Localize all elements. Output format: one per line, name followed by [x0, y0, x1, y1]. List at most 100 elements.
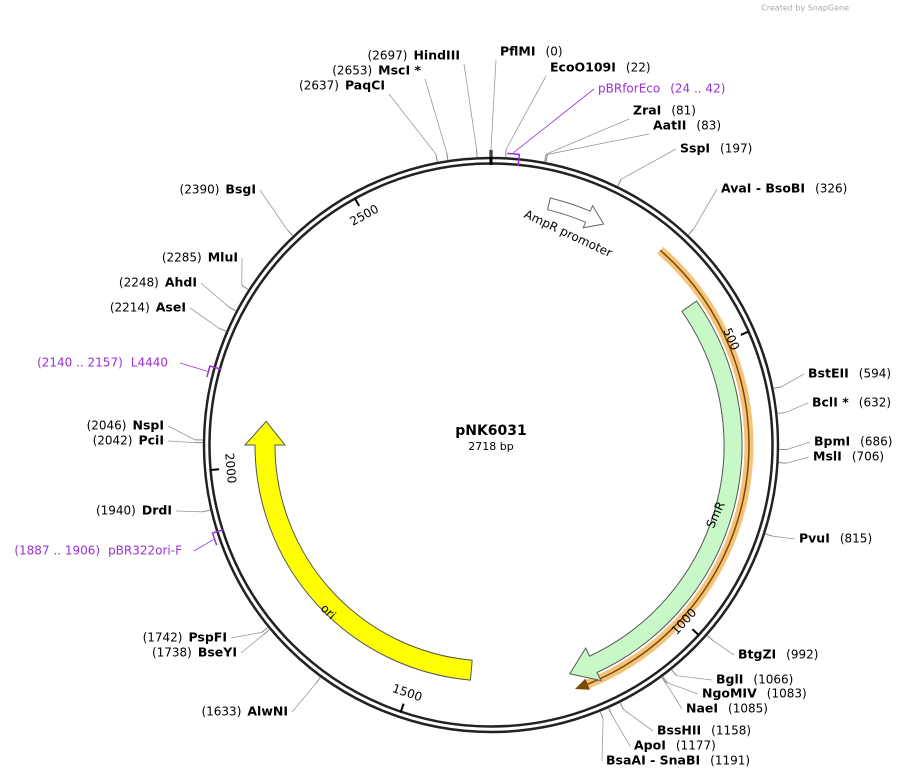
- site-leader: [693, 188, 718, 230]
- site-tick: [228, 306, 237, 312]
- site-name: PaqCI: [345, 78, 385, 93]
- site-leader: [167, 440, 196, 444]
- site-leader: [175, 510, 203, 513]
- site-position: (815): [840, 532, 872, 546]
- primer-range: (1887 .. 1906): [14, 544, 100, 558]
- site-name: ApoI: [634, 738, 666, 753]
- plasmid-length: 2718 bp: [468, 440, 513, 453]
- site-leader: [623, 709, 654, 732]
- site-name: SspI: [680, 141, 710, 156]
- site-name: BpmI: [814, 434, 850, 449]
- site-leader: [490, 59, 497, 150]
- site-position: (686): [860, 435, 892, 449]
- site-tick: [544, 154, 547, 163]
- highlight-head: [574, 678, 590, 690]
- site-leader: [712, 640, 735, 656]
- site-name: AlwNI: [247, 704, 288, 719]
- site-tick: [261, 626, 269, 633]
- site-tick: [545, 154, 548, 163]
- site-leader: [772, 535, 796, 540]
- site-tick: [777, 412, 786, 414]
- site-name: BsgI: [225, 182, 256, 197]
- site-tick: [764, 533, 773, 537]
- site-position: (2637): [299, 79, 339, 93]
- site-leader: [388, 93, 437, 155]
- site-position: (992): [786, 648, 818, 662]
- site-leader: [547, 133, 650, 155]
- site-position: (2697): [368, 49, 408, 63]
- ruler-tick: [740, 330, 750, 336]
- site-leader: [545, 118, 630, 155]
- site-leader: [463, 63, 478, 150]
- site-leader: [667, 682, 699, 695]
- ruler-label: 1500: [391, 681, 424, 704]
- primer-mark: [211, 528, 225, 546]
- site-position: (2042): [93, 434, 133, 448]
- site-name: BssHII: [657, 723, 701, 738]
- site-name: MluI: [208, 250, 238, 265]
- ruler-tick: [353, 197, 361, 207]
- ruler-label: 2000: [222, 452, 239, 484]
- site-leader: [189, 307, 220, 329]
- site-position: (83): [696, 119, 721, 133]
- primer-leader: [179, 362, 208, 372]
- site-name: BseYI: [198, 645, 237, 660]
- ruler-tick: [399, 703, 405, 713]
- site-name: NaeI: [686, 701, 718, 716]
- site-position: (1738): [152, 646, 192, 660]
- site-tick: [446, 152, 449, 161]
- site-leader: [167, 425, 196, 441]
- site-position: (2214): [110, 301, 150, 315]
- site-name: HindIII: [413, 48, 460, 63]
- site-position: (632): [859, 396, 891, 410]
- site-tick: [202, 509, 211, 513]
- site-position: (1083): [767, 687, 807, 701]
- site-position: (706): [852, 450, 884, 464]
- primer-mark: [507, 152, 521, 167]
- site-tick: [435, 154, 438, 163]
- site-name: BstEII: [808, 366, 849, 381]
- site-position: (2653): [332, 64, 372, 78]
- site-name: PciI: [138, 433, 164, 448]
- plasmid-name: pNK6031: [455, 423, 527, 439]
- site-name: PvuI: [799, 531, 830, 546]
- site-leader: [291, 683, 317, 713]
- site-name: AhdI: [165, 275, 197, 290]
- site-tick: [617, 178, 622, 187]
- ruler-tick: [691, 628, 700, 637]
- site-name: PflMI: [500, 44, 536, 59]
- site-position: (1158): [711, 724, 751, 738]
- site-tick: [687, 228, 694, 236]
- site-leader: [259, 189, 288, 231]
- site-position: (326): [815, 182, 847, 196]
- site-leader: [786, 456, 810, 464]
- site-name: BsaAI - SnaBI: [606, 753, 700, 768]
- site-name: MscI *: [378, 63, 421, 78]
- site-tick: [218, 327, 227, 332]
- site-position: (81): [671, 104, 696, 118]
- site-tick: [661, 676, 667, 684]
- credit: Created by SnapGene: [761, 4, 849, 13]
- site-name: PspFI: [188, 630, 227, 645]
- site-position: (2248): [119, 276, 159, 290]
- site-leader: [785, 402, 809, 413]
- site-leader: [601, 718, 604, 762]
- site-tick: [662, 676, 668, 684]
- site-position: (1177): [676, 739, 716, 753]
- site-leader: [611, 714, 631, 747]
- site-tick: [599, 711, 604, 720]
- site-position: (2046): [87, 419, 127, 433]
- site-position: (1085): [728, 702, 768, 716]
- site-tick: [773, 386, 782, 389]
- site-name: MslI: [813, 449, 842, 464]
- site-name: NspI: [132, 418, 164, 433]
- site-position: (1633): [201, 705, 241, 719]
- site-tick: [608, 707, 613, 716]
- site-position: (594): [859, 367, 891, 381]
- site-position: (2285): [162, 251, 202, 265]
- site-tick: [315, 676, 321, 684]
- site-tick: [671, 669, 677, 676]
- primer-range: (24 .. 42): [670, 82, 725, 96]
